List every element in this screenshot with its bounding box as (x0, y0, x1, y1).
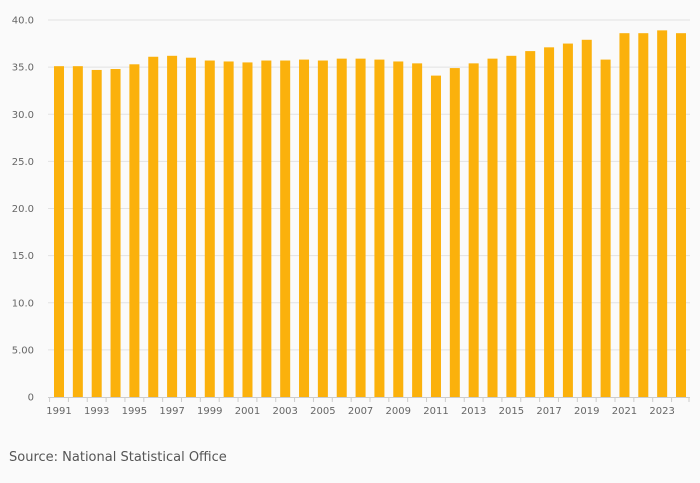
x-tick-label: 2021 (612, 406, 637, 417)
bar-2019 (581, 39, 592, 397)
y-tick-label: 0 (28, 393, 34, 404)
x-tick-label: 2003 (272, 406, 297, 417)
bar-1996 (148, 56, 159, 397)
bar-2007 (355, 58, 366, 397)
bar-2017 (544, 47, 555, 397)
x-tick-labels: 1991 1993 1995 1997 1999 2001 2003 2005 2007 2009… (46, 406, 675, 417)
bar-2003 (280, 60, 291, 397)
bar-2010 (412, 63, 423, 398)
x-tick-label: 1991 (46, 406, 71, 417)
bar-2012 (449, 68, 460, 397)
bar-2000 (223, 61, 234, 397)
y-tick-labels: 0 5.00 10.0 15.0 20.0 25.0 30.0 35.0 40.0 (12, 16, 34, 404)
x-tick-label: 2001 (235, 406, 260, 417)
bar-1991 (54, 66, 65, 398)
bar-1997 (167, 55, 178, 398)
x-tick-label: 1997 (159, 406, 184, 417)
x-tick-label: 2005 (310, 406, 335, 417)
bar-1993 (91, 69, 102, 397)
bar-2005 (317, 60, 328, 397)
x-tick-label: 2017 (536, 406, 561, 417)
x-tick-label: 2011 (423, 406, 448, 417)
x-tick-label: 1999 (197, 406, 222, 417)
bar-1995 (129, 64, 140, 398)
bar-1992 (72, 66, 83, 398)
x-tick-label: 2015 (499, 406, 524, 417)
y-tick-label: 40.0 (12, 16, 34, 27)
bar-1994 (110, 69, 121, 397)
x-tick-label: 2009 (386, 406, 411, 417)
bar-2014 (487, 58, 498, 397)
axes (48, 397, 690, 402)
grid-lines (48, 19, 690, 351)
x-tick-label: 2007 (348, 406, 373, 417)
bar-1999 (204, 60, 215, 397)
bar-2013 (468, 63, 479, 398)
bar-2021 (619, 33, 630, 397)
bar-2023 (657, 30, 668, 398)
bar-2002 (261, 60, 272, 397)
y-tick-label: 25.0 (12, 157, 34, 168)
source-note: Source: National Statistical Office (9, 450, 227, 465)
bar-2016 (525, 51, 536, 397)
bar-1998 (185, 57, 196, 397)
x-tick-label: 2013 (461, 406, 486, 417)
bar-2009 (393, 61, 404, 397)
bar-2001 (242, 62, 253, 397)
bar-2020 (600, 59, 611, 398)
bar-2004 (299, 59, 310, 398)
bar-2008 (374, 59, 385, 398)
bar-2018 (562, 43, 573, 398)
bar-chart: 0 5.00 10.0 15.0 20.0 25.0 30.0 35.0 40.0 1991 19… (12, 16, 690, 417)
y-tick-label: 20.0 (12, 204, 34, 215)
x-tick-label: 1993 (84, 406, 109, 417)
y-tick-label: 10.0 (12, 298, 34, 309)
y-tick-label: 35.0 (12, 63, 34, 74)
y-tick-label: 15.0 (12, 251, 34, 262)
bar-2024 (676, 33, 687, 397)
y-tick-label: 5.00 (12, 345, 34, 356)
bar-2015 (506, 55, 517, 398)
bars (54, 30, 687, 398)
x-tick-label: 2019 (574, 406, 599, 417)
bar-2022 (638, 33, 649, 397)
x-tick-label: 2023 (649, 406, 674, 417)
x-tick-label: 1995 (122, 406, 147, 417)
bar-2011 (430, 75, 441, 398)
y-tick-label: 30.0 (12, 110, 34, 121)
bar-2006 (336, 58, 347, 397)
